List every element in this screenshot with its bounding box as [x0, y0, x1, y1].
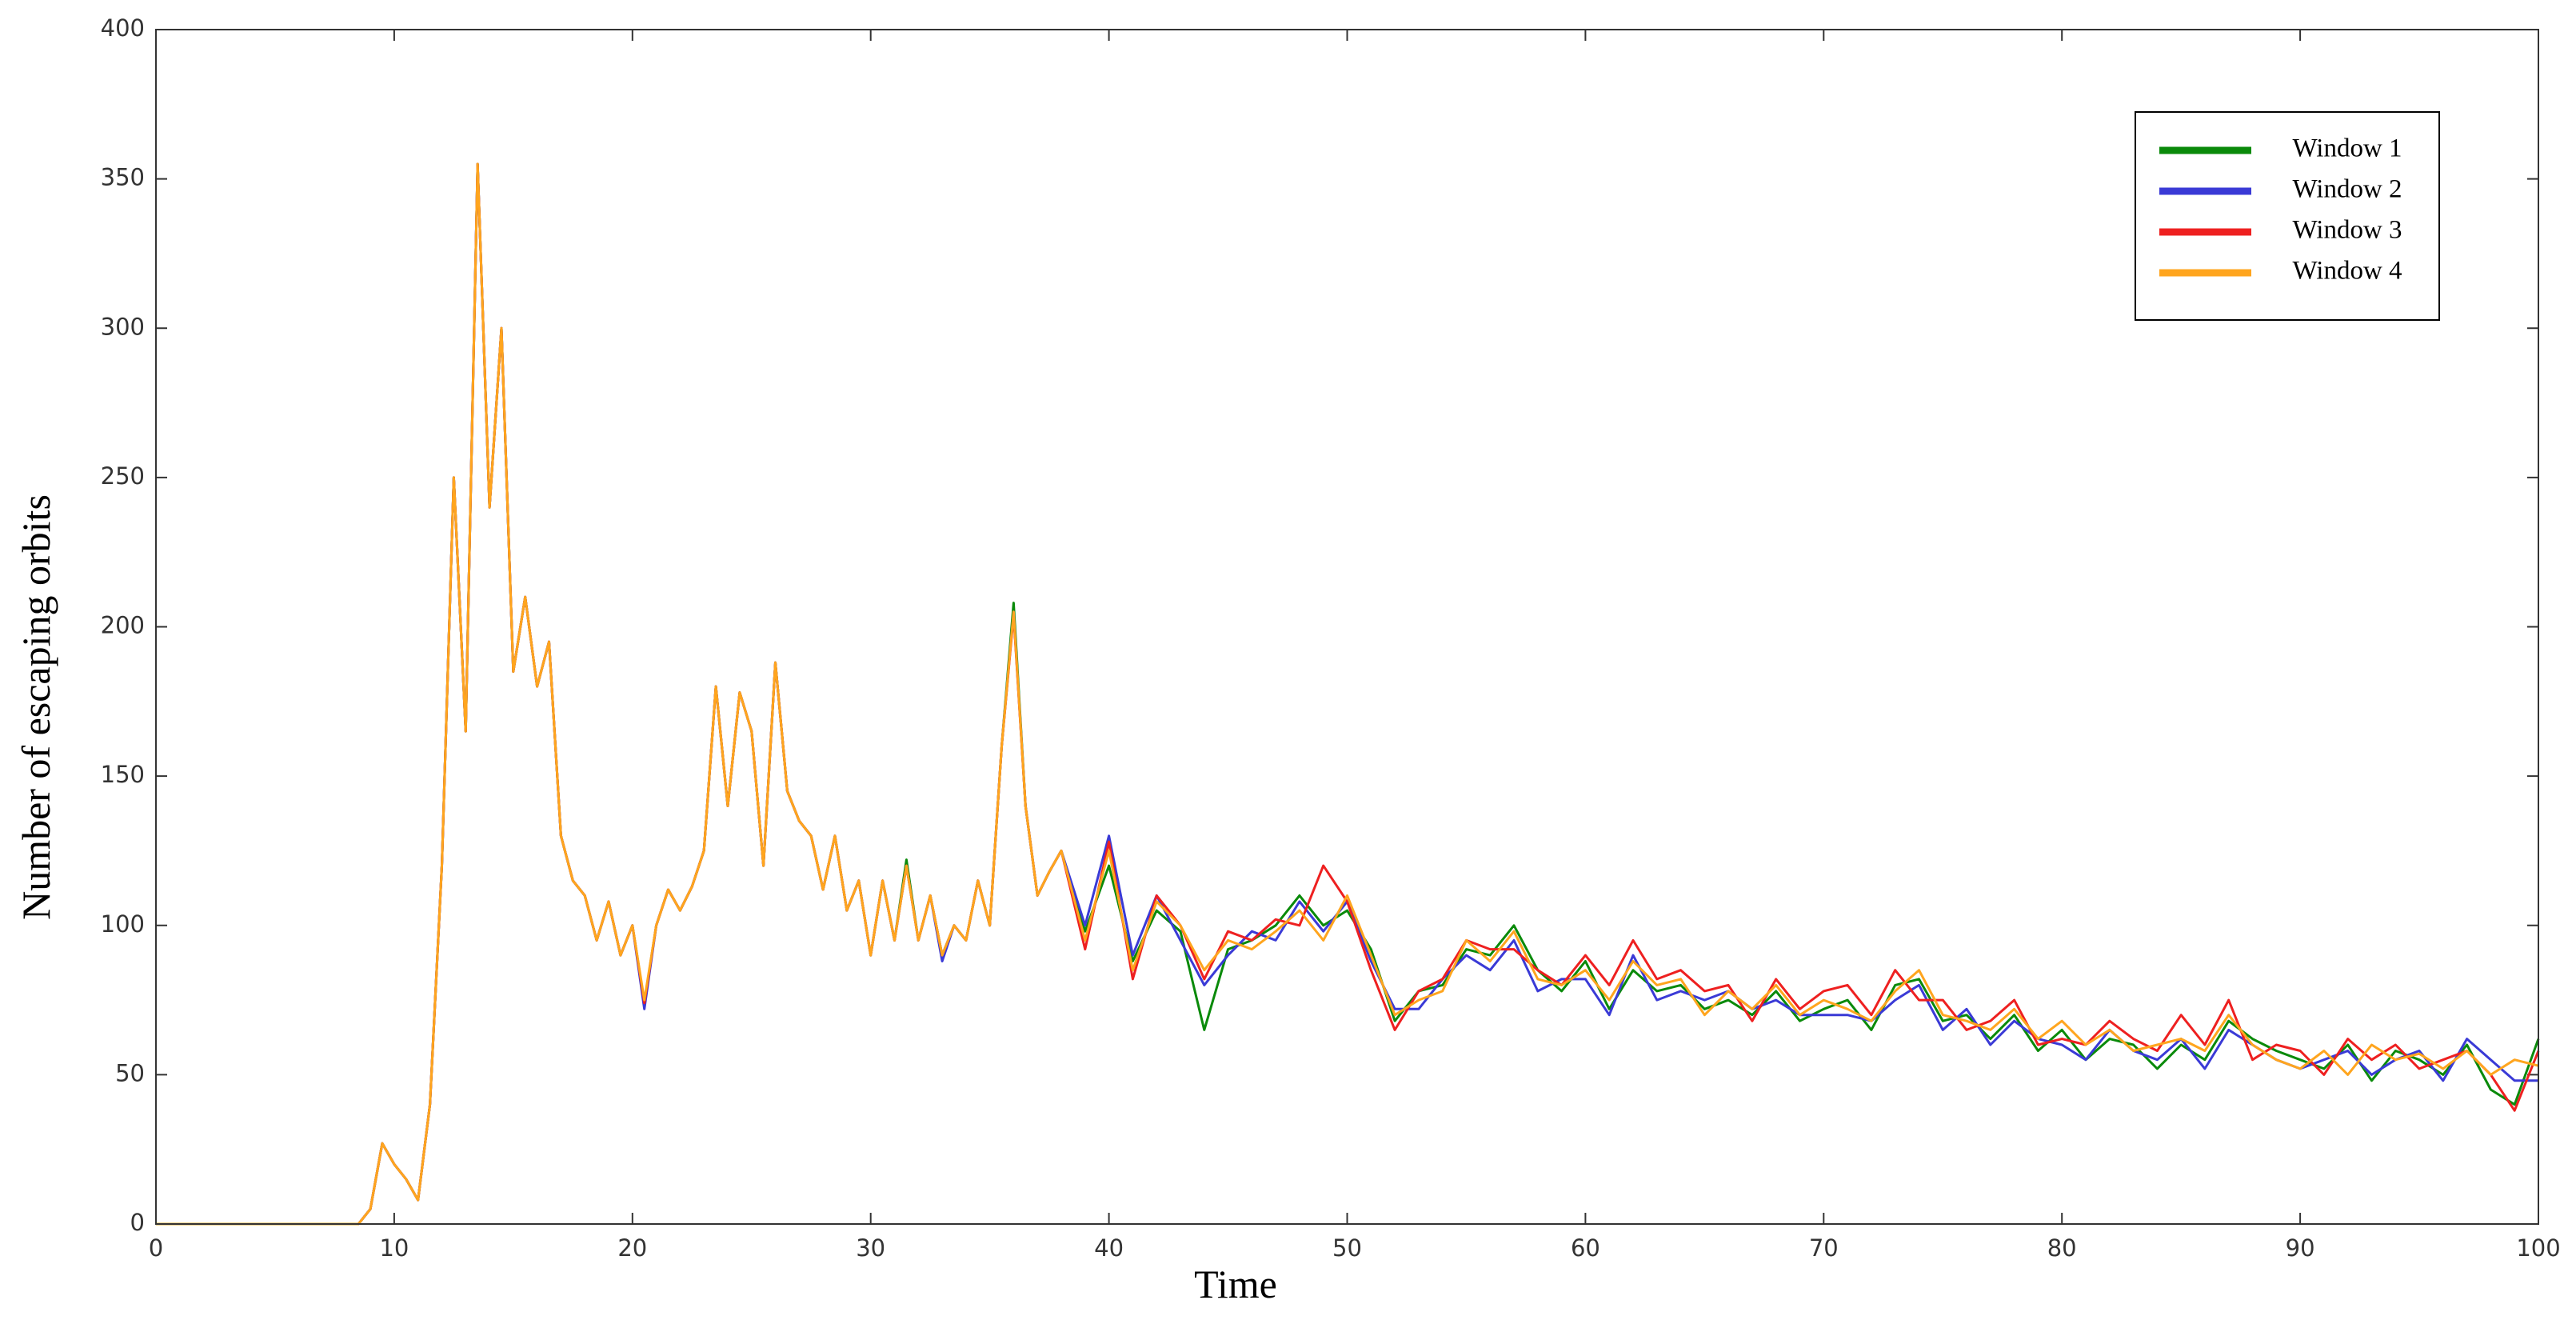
- x-tick-label: 100: [2516, 1234, 2560, 1262]
- y-tick-label: 150: [101, 761, 145, 788]
- x-tick-label: 0: [149, 1234, 163, 1262]
- x-tick-label: 80: [2047, 1234, 2077, 1262]
- y-tick-label: 200: [101, 612, 145, 639]
- legend-label: Window 3: [2292, 216, 2402, 245]
- x-tick-label: 60: [1571, 1234, 1600, 1262]
- x-tick-label: 70: [1809, 1234, 1839, 1262]
- legend-label: Window 2: [2292, 175, 2402, 204]
- x-tick-label: 50: [1332, 1234, 1362, 1262]
- y-axis-title: Number of escaping orbits: [14, 494, 58, 920]
- legend-box: [2135, 111, 2440, 321]
- legend: Window 1 Window 2 Window 3 Window 4: [2135, 111, 2440, 321]
- x-tick-label: 90: [2286, 1234, 2315, 1262]
- x-tick-label: 30: [856, 1234, 885, 1262]
- y-tick-label: 100: [101, 910, 145, 938]
- legend-label: Window 4: [2292, 257, 2402, 286]
- x-tick-label: 20: [617, 1234, 647, 1262]
- y-tick-label: 350: [101, 164, 145, 191]
- x-axis-title: Time: [1194, 1262, 1277, 1306]
- series-line: [156, 162, 2540, 1226]
- x-tick-label: 40: [1094, 1234, 1124, 1262]
- series-line: [156, 162, 2539, 1226]
- series-line: [156, 162, 2538, 1226]
- y-tick-label: 0: [130, 1209, 145, 1236]
- y-tick-label: 50: [115, 1059, 145, 1086]
- y-tick-label: 400: [101, 14, 145, 42]
- y-tick-label: 250: [101, 462, 145, 490]
- series-line: [156, 162, 2540, 1226]
- plot-frame: [155, 29, 2539, 1225]
- x-tick-label: 10: [379, 1234, 409, 1262]
- y-tick-label: 300: [101, 313, 145, 340]
- legend-label: Window 1: [2292, 134, 2402, 163]
